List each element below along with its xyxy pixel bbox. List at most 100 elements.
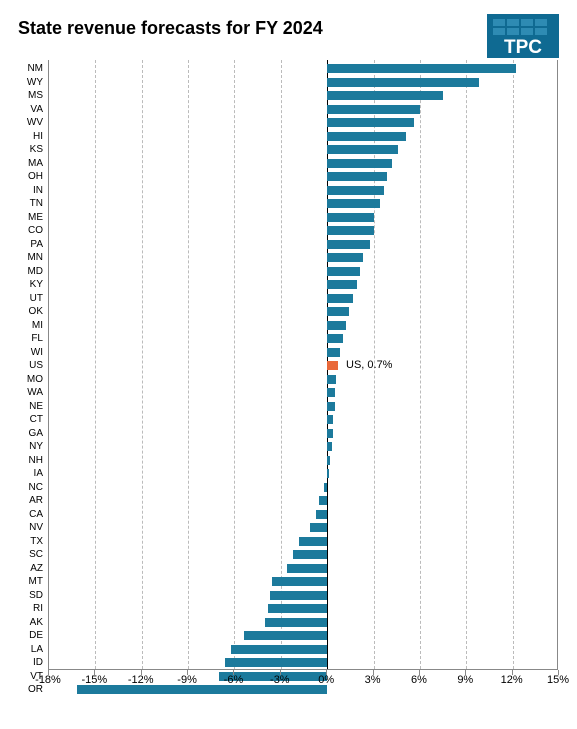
bar-row: WY: [49, 76, 557, 90]
bar: [327, 64, 516, 73]
bar: [327, 186, 384, 195]
y-axis-label: DE: [29, 629, 43, 643]
bar: [327, 334, 342, 343]
bar-row: DE: [49, 629, 557, 643]
bar: [327, 267, 359, 276]
bar-row: CO: [49, 224, 557, 238]
y-axis-label: VA: [30, 103, 43, 117]
bar-row: SD: [49, 589, 557, 603]
bar: [327, 199, 380, 208]
bar: [327, 429, 333, 438]
bar-row: LA: [49, 643, 557, 657]
bar: [231, 645, 327, 654]
bar-row: IN: [49, 184, 557, 198]
bar: [319, 496, 327, 505]
y-axis-label: WY: [27, 76, 43, 90]
plot-region: NMWYMSVAWVHIKSMAOHINTNMECOPAMNMDKYUTOKMI…: [48, 60, 558, 670]
y-axis-label: MA: [28, 157, 43, 171]
y-axis-label: ME: [28, 211, 43, 225]
y-axis-label: NE: [29, 400, 43, 414]
bar-row: RI: [49, 602, 557, 616]
bar: [327, 159, 392, 168]
bar-row: NY: [49, 440, 557, 454]
bar: [327, 375, 336, 384]
bar-row: MA: [49, 157, 557, 171]
bar: [272, 577, 328, 586]
bar-row: MD: [49, 265, 557, 279]
x-tick-label: -9%: [177, 674, 197, 686]
y-axis-label: GA: [29, 427, 43, 441]
bar: [265, 618, 327, 627]
y-axis-label: TX: [30, 535, 43, 549]
y-axis-label: UT: [30, 292, 43, 306]
y-axis-label: HI: [33, 130, 43, 144]
bar: [225, 658, 327, 667]
bar-row: MS: [49, 89, 557, 103]
bar-row: TX: [49, 535, 557, 549]
bar-row: AR: [49, 494, 557, 508]
bar-row: NM: [49, 62, 557, 76]
bar: [293, 550, 327, 559]
y-axis-label: CA: [29, 508, 43, 522]
y-axis-label: IA: [34, 467, 43, 481]
chart-title: State revenue forecasts for FY 2024: [18, 18, 323, 39]
bar-row: US: [49, 359, 557, 373]
bar-row: CA: [49, 508, 557, 522]
y-axis-label: IN: [33, 184, 43, 198]
y-axis-label: MN: [27, 251, 43, 265]
bar-row: WV: [49, 116, 557, 130]
x-tick-label: -15%: [82, 674, 108, 686]
bar: [244, 631, 327, 640]
y-axis-label: MS: [28, 89, 43, 103]
x-tick-label: -3%: [270, 674, 290, 686]
bar-row: KY: [49, 278, 557, 292]
y-axis-label: MD: [27, 265, 43, 279]
bar: [270, 591, 327, 600]
y-axis-label: AK: [30, 616, 43, 630]
y-axis-label: RI: [33, 602, 43, 616]
y-axis-label: MO: [27, 373, 43, 387]
bar: [327, 240, 370, 249]
bar-row: VT: [49, 670, 557, 684]
x-tick-label: 3%: [365, 674, 381, 686]
bar-row: AZ: [49, 562, 557, 576]
bar: [327, 402, 335, 411]
y-axis-label: FL: [31, 332, 43, 346]
bar: [327, 226, 373, 235]
bar-row: PA: [49, 238, 557, 252]
x-tick-label: 15%: [547, 674, 569, 686]
chart-area: NMWYMSVAWVHIKSMAOHINTNMECOPAMNMDKYUTOKMI…: [48, 60, 558, 690]
bar-row: NH: [49, 454, 557, 468]
y-axis-label: WI: [31, 346, 43, 360]
bar: [327, 321, 346, 330]
bar-row: ID: [49, 656, 557, 670]
bar: [327, 469, 329, 478]
bar: [324, 483, 327, 492]
y-axis-label: MI: [32, 319, 43, 333]
y-axis-label: ID: [33, 656, 43, 670]
bar-row: MN: [49, 251, 557, 265]
bar: [299, 537, 327, 546]
y-axis-label: WA: [27, 386, 43, 400]
x-tick-label: 6%: [411, 674, 427, 686]
bar: [327, 348, 339, 357]
bar-row: UT: [49, 292, 557, 306]
y-axis-label: US: [29, 359, 43, 373]
bar-row: FL: [49, 332, 557, 346]
y-axis-label: MT: [29, 575, 43, 589]
bar: [287, 564, 327, 573]
bar: [327, 132, 406, 141]
x-tick-label: 9%: [457, 674, 473, 686]
y-axis-label: OK: [29, 305, 43, 319]
bar-row: OR: [49, 683, 557, 697]
y-axis-label: TN: [30, 197, 43, 211]
y-axis-label: NY: [29, 440, 43, 454]
y-axis-label: CT: [30, 413, 43, 427]
bar-row: MI: [49, 319, 557, 333]
bar-row: MO: [49, 373, 557, 387]
bar: [327, 91, 443, 100]
bar: [327, 78, 478, 87]
bar-row: KS: [49, 143, 557, 157]
bar-row: HI: [49, 130, 557, 144]
bar-row: WI: [49, 346, 557, 360]
